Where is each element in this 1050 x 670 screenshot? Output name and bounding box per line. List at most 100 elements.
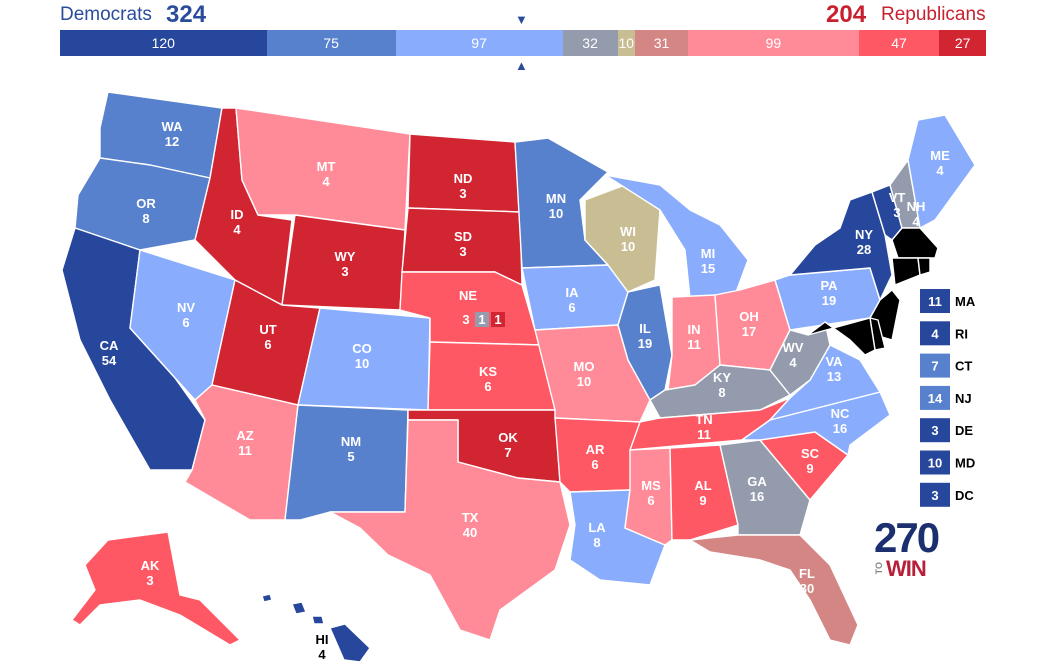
label-SC: SC 9: [801, 446, 820, 476]
ne-district-1-box[interactable]: [475, 312, 489, 327]
state-MA[interactable]: [891, 227, 939, 259]
label-MN: MN 10: [546, 191, 566, 221]
label-UT: UT 6: [259, 322, 276, 352]
label-CA: CA 54: [100, 338, 119, 368]
label-LA: LA 8: [588, 520, 606, 550]
state-WV[interactable]: [769, 321, 831, 396]
state-MD[interactable]: [807, 317, 876, 356]
small-state-abbr-CT: CT: [955, 359, 972, 374]
label-TX: TX 40: [462, 510, 479, 540]
small-state-box-MA[interactable]: [920, 289, 950, 313]
tally-segment-safe_r: 27: [939, 30, 986, 56]
small-state-ev-RI: 4: [931, 326, 939, 341]
label-IA: IA 6: [566, 285, 580, 315]
small-state-box-DE[interactable]: [920, 418, 950, 443]
label-NM: NM 5: [341, 434, 361, 464]
state-FL[interactable]: [689, 534, 859, 646]
republicans-label: Republicans: [881, 4, 986, 25]
small-state-abbr-MD: MD: [955, 456, 975, 471]
label-ND: ND 3: [454, 171, 473, 201]
label-OR: OR 8: [136, 196, 156, 226]
tally-segment-lean_d: 97: [395, 30, 563, 56]
small-state-abbr-NJ: NJ: [955, 391, 972, 406]
label-AK: AK 3: [141, 558, 160, 588]
small-state-ev-NJ: 14: [928, 391, 943, 406]
label-MT: MT 4: [317, 159, 336, 189]
label-CO: CO 10: [352, 341, 372, 371]
state-TX[interactable]: [329, 419, 571, 641]
small-state-ev-CT: 7: [931, 359, 938, 374]
tally-segment-other: 10: [617, 30, 635, 56]
label-NY: NY 28: [855, 227, 873, 257]
small-state-ev-DC: 3: [931, 488, 938, 503]
label-OK: OK 7: [498, 430, 518, 460]
democrats-total: 324: [166, 1, 207, 28]
majority-marker-up-icon: ▲: [515, 58, 528, 73]
label-AR: AR 6: [586, 442, 605, 472]
label-MS: MS 6: [641, 478, 661, 508]
label-AL: AL 9: [694, 478, 711, 508]
small-state-box-RI[interactable]: [920, 321, 950, 346]
label-ME: ME 4: [930, 148, 950, 178]
logo-win-text: WIN: [886, 556, 927, 581]
ne-district-1-ev: 1: [478, 312, 485, 327]
ne-district-2-box[interactable]: [491, 312, 505, 327]
majority-marker-down-icon: ▼: [515, 12, 528, 27]
label-SD: SD 3: [454, 229, 472, 259]
label-OH: OH 17: [739, 309, 759, 339]
small-state-box-DC[interactable]: [920, 482, 950, 507]
label-AZ: AZ 11: [236, 428, 253, 458]
state-OR[interactable]: [74, 157, 211, 251]
label-MO: MO 10: [574, 359, 595, 389]
tally-segment-likely_r: 47: [858, 30, 940, 56]
270towin-logo: 270 TO WIN: [874, 514, 944, 582]
label-KS: KS 6: [479, 364, 497, 394]
label-WY: WY 3: [335, 249, 356, 279]
tally-segment-safe_d: 120: [60, 30, 267, 56]
tally-segment-tossup: 32: [562, 30, 618, 56]
electoral-tally-bar: 120 75 97 32 10 31 99 47 27: [60, 30, 986, 56]
tally-segment-lean_r: 99: [688, 30, 859, 56]
state-CT[interactable]: [891, 257, 921, 286]
state-AK[interactable]: [71, 531, 241, 646]
logo-to-text: TO: [874, 562, 884, 575]
small-state-ev-DE: 3: [931, 423, 938, 438]
label-NV: NV 6: [177, 300, 195, 330]
small-state-abbr-RI: RI: [955, 326, 968, 341]
label-NE: NE 3: [459, 288, 477, 327]
logo-270-text: 270: [874, 514, 940, 561]
label-HI: HI 4: [316, 632, 329, 662]
republicans-total: 204: [826, 1, 867, 28]
small-state-box-NJ[interactable]: [920, 385, 950, 410]
state-HI[interactable]: [261, 593, 371, 663]
label-WI: WI 10: [620, 224, 636, 254]
label-PA: PA 19: [820, 278, 838, 308]
label-WA: WA 12: [162, 119, 184, 149]
label-TN: TN 11: [695, 412, 712, 442]
small-state-abbr-DE: DE: [955, 423, 973, 438]
democrats-label: Democrats: [60, 4, 152, 25]
tally-segment-likely_d: 75: [266, 30, 396, 56]
label-VA: VA 13: [825, 354, 843, 384]
small-state-ev-MD: 10: [928, 456, 942, 471]
small-state-box-MD[interactable]: [920, 450, 950, 475]
state-MI[interactable]: [604, 174, 749, 299]
label-NC: NC 16: [831, 406, 850, 436]
label-WV: WV 4: [783, 340, 804, 370]
label-KY: KY 8: [713, 370, 731, 400]
label-ID: ID 4: [231, 207, 244, 237]
label-IL: IL 19: [638, 321, 652, 351]
label-MI: MI 15: [701, 246, 715, 276]
small-state-abbr-DC: DC: [955, 488, 974, 503]
state-AL[interactable]: [669, 444, 739, 541]
tally-segment-tilt_r: 31: [634, 30, 689, 56]
label-NH: NH 4: [907, 199, 926, 229]
small-state-abbr-MA: MA: [955, 294, 976, 309]
small-state-box-CT[interactable]: [920, 353, 950, 378]
state-RI[interactable]: [917, 257, 931, 276]
label-FL: FL 30: [799, 566, 815, 596]
label-IN: IN 11: [687, 322, 701, 352]
label-VT: VT 3: [889, 190, 906, 220]
label-GA: GA 16: [747, 474, 767, 504]
